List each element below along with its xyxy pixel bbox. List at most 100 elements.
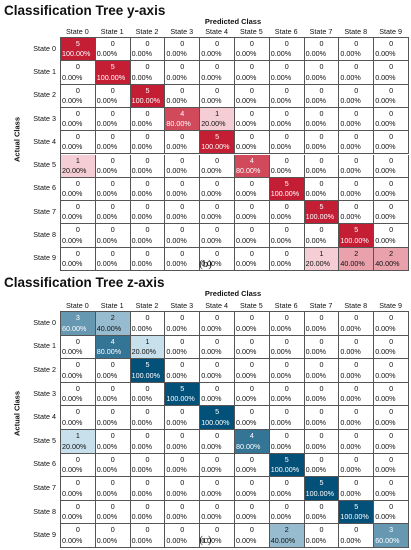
column-header: State 2	[135, 27, 159, 36]
matrix-cell: 5 100.00%	[339, 500, 375, 525]
cell-percent: 20.00%	[131, 347, 156, 357]
cell-percent: 0.00%	[201, 49, 222, 59]
row-header: State 4	[33, 412, 56, 422]
cell-percent: 0.00%	[201, 95, 222, 105]
cell-count: 0	[180, 248, 185, 258]
cell-count: 0	[319, 39, 324, 48]
matrix-cell: 0 0.00%	[269, 312, 305, 336]
cell-count: 0	[249, 202, 254, 212]
cell-percent: 0.00%	[270, 95, 292, 105]
matrix-cell: 0 0.00%	[269, 131, 305, 155]
cell-percent: 0.00%	[340, 441, 361, 451]
cell-percent: 0.00%	[201, 189, 222, 199]
row-header: State 2	[33, 365, 56, 374]
matrix-cell: 0 0.00%	[165, 38, 201, 62]
cell-count: 0	[284, 478, 289, 488]
cell-count: 0	[180, 501, 185, 511]
cell-percent: 0.00%	[305, 189, 326, 199]
cell-percent: 20.00%	[62, 441, 87, 451]
cell-count: 0	[319, 360, 324, 370]
cell-count: 0	[284, 383, 289, 393]
matrix-cell: 5 100.00%	[339, 224, 375, 248]
matrix-cell: 0 0.00%	[339, 335, 375, 360]
column-header: State 6	[274, 301, 298, 310]
cell-count: 0	[110, 407, 115, 417]
matrix-cell: 0 0.00%	[61, 131, 96, 155]
cell-count: 0	[284, 132, 289, 142]
matrix-cell: 0 0.00%	[269, 224, 305, 248]
matrix-cell: 0 0.00%	[374, 500, 409, 525]
chart-title: Classification Tree y-axis	[4, 3, 166, 18]
matrix-grid: 5 100.00% 0 0.00% 0 0.00% 0 0.00% 0 0.00% 0 0.00% 0 0…	[60, 37, 409, 271]
cell-count: 0	[215, 39, 220, 48]
cell-percent: 0.00%	[340, 95, 361, 105]
cell-count: 4	[180, 108, 185, 118]
cell-count: 0	[145, 478, 150, 488]
cell-percent: 0.00%	[62, 235, 83, 245]
cell-count: 0	[75, 202, 80, 212]
cell-percent: 0.00%	[270, 119, 292, 129]
cell-count: 2	[284, 525, 289, 535]
cell-count: 0	[354, 108, 359, 118]
cell-count: 0	[354, 431, 359, 440]
cell-percent: 0.00%	[375, 189, 396, 199]
cell-percent: 0.00%	[131, 165, 152, 175]
matrix-cell: 2 40.00%	[339, 247, 375, 271]
cell-count: 0	[180, 85, 185, 95]
cell-count: 2	[110, 313, 115, 322]
cell-percent: 0.00%	[166, 165, 187, 175]
row-header: State 9	[33, 253, 56, 263]
matrix-cell: 5 100.00%	[304, 477, 340, 501]
row-header: State 5	[33, 435, 56, 445]
matrix-cell: 0 0.00%	[200, 61, 235, 85]
cell-percent: 0.00%	[236, 323, 257, 333]
cell-count: 0	[354, 407, 359, 417]
matrix-cell: 1 20.00%	[61, 430, 96, 454]
cell-percent: 0.00%	[270, 142, 292, 152]
matrix-cell: 4 80.00%	[165, 107, 201, 132]
cell-percent: 0.00%	[166, 417, 187, 427]
matrix-cell: 0 0.00%	[200, 224, 235, 248]
cell-count: 0	[180, 336, 185, 346]
cell-percent: 0.00%	[201, 512, 222, 522]
matrix-cell: 1 20.00%	[200, 107, 235, 132]
cell-percent: 0.00%	[96, 119, 118, 129]
cell-count: 0	[215, 85, 220, 95]
matrix-cell: 0 0.00%	[165, 84, 201, 108]
cell-count: 0	[319, 85, 324, 95]
matrix-cell: 0 0.00%	[165, 131, 201, 155]
cell-count: 0	[319, 108, 324, 118]
cell-percent: 0.00%	[62, 258, 83, 268]
matrix-cell: 0 0.00%	[95, 382, 131, 407]
cell-percent: 0.00%	[270, 370, 292, 380]
cell-percent: 0.00%	[236, 119, 257, 129]
matrix-cell: 0 0.00%	[339, 359, 375, 383]
cell-percent: 0.00%	[270, 488, 292, 498]
cell-percent: 0.00%	[340, 142, 361, 152]
matrix-cell: 0 0.00%	[95, 477, 131, 501]
cell-count: 0	[249, 501, 254, 511]
matrix-cell: 0 0.00%	[269, 154, 305, 178]
matrix-cell: 0 0.00%	[61, 335, 96, 360]
matrix-cell: 0 0.00%	[165, 335, 201, 360]
cell-count: 5	[180, 383, 185, 393]
cell-percent: 0.00%	[375, 212, 396, 222]
cell-count: 0	[215, 248, 220, 258]
cell-percent: 0.00%	[340, 394, 361, 404]
matrix-cell: 0 0.00%	[95, 201, 131, 225]
matrix-cell: 0 0.00%	[269, 107, 305, 132]
matrix-cell: 0 0.00%	[269, 201, 305, 225]
matrix-cell: 0 0.00%	[165, 177, 201, 202]
cell-percent: 0.00%	[305, 535, 326, 545]
cell-count: 0	[354, 85, 359, 95]
matrix-cell: 0 0.00%	[339, 430, 375, 454]
cell-percent: 20.00%	[305, 258, 330, 268]
matrix-cell: 0 0.00%	[61, 359, 96, 383]
column-header: State 6	[274, 27, 298, 36]
cell-percent: 0.00%	[270, 165, 292, 175]
matrix-cell: 0 0.00%	[61, 177, 96, 202]
matrix-cell: 0 0.00%	[304, 382, 340, 407]
matrix-cell: 0 0.00%	[235, 247, 270, 271]
matrix-cell: 0 0.00%	[130, 312, 166, 336]
cell-count: 0	[215, 478, 220, 488]
